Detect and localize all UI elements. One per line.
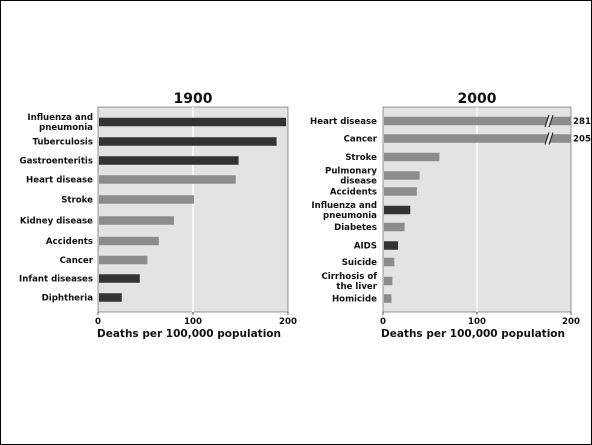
chart-1900: 1900 Influenza and pneumonia Tuberculosis Ga…: [19, 91, 297, 340]
category-label: Homicide: [332, 295, 377, 305]
category-label-line: Homicide: [332, 295, 377, 305]
category-label-line: AIDS: [354, 242, 377, 252]
bar: [99, 255, 148, 265]
category-label-line: Stroke: [345, 153, 377, 163]
category-label: Kidney disease: [20, 217, 93, 227]
category-label: Cancer: [344, 135, 378, 145]
x-tick-label: 200: [279, 317, 297, 327]
category-label: Cirrhosis of the liver: [321, 272, 377, 292]
data-label: 281: [573, 117, 591, 127]
category-label-line: Stroke: [61, 196, 93, 206]
category-label: Tuberculosis: [33, 138, 94, 148]
category-label: Heart disease: [310, 117, 377, 127]
category-label-line: Diabetes: [334, 223, 377, 233]
x-axis-label: Deaths per 100,000 population: [97, 328, 281, 340]
category-label-line: disease: [340, 177, 377, 187]
category-label: Diabetes: [334, 223, 377, 233]
category-label: Stroke: [61, 196, 93, 206]
axis-break-mark: [544, 132, 550, 145]
category-label-line: Cancer: [60, 256, 94, 266]
category-label: Suicide: [342, 258, 377, 268]
category-label-line: Infant diseases: [19, 275, 93, 285]
bar: [384, 241, 399, 250]
category-label-line: Suicide: [342, 258, 377, 268]
bar: [384, 134, 571, 143]
bar: [99, 236, 159, 246]
category-label: Infant diseases: [19, 275, 93, 285]
bar: [384, 152, 440, 162]
category-label: Accidents: [46, 237, 93, 247]
category-label-line: Gastroenteritis: [20, 157, 93, 167]
axis-break-mark: [548, 132, 554, 145]
bar: [384, 205, 411, 215]
bar: [384, 171, 420, 180]
x-tick-label: 100: [184, 317, 202, 327]
category-label-line: Accidents: [46, 237, 93, 247]
category-label-line: Pulmonary: [325, 167, 377, 177]
category-label-line: Heart disease: [310, 117, 377, 127]
category-label-line: Tuberculosis: [33, 138, 94, 148]
category-label: Cancer: [60, 256, 94, 266]
category-label: Influenza and pneumonia: [311, 201, 377, 221]
axis-break-gap: [545, 115, 553, 127]
chart-title: 1900: [174, 91, 213, 107]
bar: [384, 294, 392, 303]
data-label: 205: [573, 135, 591, 145]
category-label-line: Kidney disease: [20, 217, 93, 227]
category-label: Stroke: [345, 153, 377, 163]
bar: [384, 257, 395, 267]
bar: [99, 117, 287, 127]
axis-break-mark: [548, 114, 554, 128]
bar: [384, 116, 571, 126]
axis-break-mark: [544, 114, 550, 128]
category-label-line: Influenza and: [27, 113, 93, 123]
bar: [384, 276, 393, 286]
bar: [384, 187, 417, 196]
category-label: Influenza and pneumonia: [27, 113, 93, 133]
category-label-line: Accidents: [330, 188, 377, 198]
category-label: Heart disease: [26, 176, 93, 186]
bar: [99, 137, 277, 146]
chart-title: 2000: [458, 91, 497, 107]
category-label-line: pneumonia: [323, 211, 377, 221]
category-label: Diphtheria: [42, 294, 94, 304]
category-label-line: pneumonia: [39, 123, 93, 133]
x-tick-label: 0: [95, 317, 101, 327]
category-label-line: Diphtheria: [42, 294, 94, 304]
category-label: Pulmonary disease: [325, 167, 377, 187]
bar: [99, 293, 122, 302]
bar: [99, 195, 194, 204]
bar: [99, 175, 236, 184]
category-label-line: the liver: [336, 282, 377, 292]
category-label-line: Influenza and: [311, 201, 377, 211]
category-label-line: Heart disease: [26, 176, 93, 186]
x-tick-label: 100: [468, 317, 486, 327]
category-label: Gastroenteritis: [20, 157, 93, 167]
x-tick-label: 200: [562, 317, 580, 327]
bar: [99, 216, 174, 225]
x-tick-label: 0: [380, 317, 386, 327]
category-label-line: Cancer: [344, 135, 378, 145]
bar: [99, 274, 140, 283]
category-label-line: Cirrhosis of: [321, 272, 377, 282]
bar: [384, 222, 405, 232]
axis-break-gap: [545, 132, 553, 145]
category-label: AIDS: [354, 242, 377, 252]
bar: [99, 156, 239, 165]
category-label: Accidents: [330, 188, 377, 198]
x-axis-label: Deaths per 100,000 population: [381, 328, 565, 340]
